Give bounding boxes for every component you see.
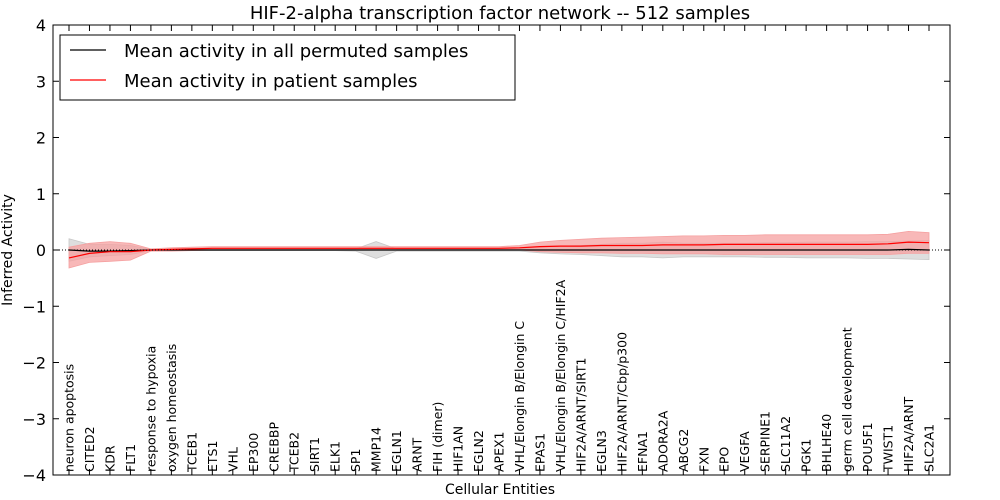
x-axis-label: Cellular Entities (445, 482, 555, 498)
x-tick-label: CREBBP (266, 422, 281, 472)
x-tick-label: FIH (dimer) (430, 402, 445, 472)
legend-label-patient: Mean activity in patient samples (124, 71, 418, 92)
x-tick-label: TCEB1 (184, 432, 199, 473)
x-tick-label: HIF2A/ARNT (901, 396, 916, 472)
x-tick-label: VHL/Elongin B/Elongin C (512, 321, 527, 472)
x-tick-label: KDR (103, 445, 118, 472)
x-tick-label: SP1 (348, 449, 363, 472)
x-tick-label: SLC11A2 (778, 416, 793, 472)
y-tick-label: −4 (22, 466, 46, 485)
x-tick-label: SIRT1 (307, 437, 322, 472)
x-tick-label: ELK1 (328, 441, 343, 472)
y-axis: −4 −3 −2 −1 0 1 2 3 4 (22, 16, 950, 485)
chart-title: HIF-2-alpha transcription factor network… (250, 3, 750, 24)
x-tick-label: EFNA1 (635, 431, 650, 472)
y-tick-label: 4 (36, 16, 46, 35)
x-tick-label: EGLN1 (389, 430, 404, 472)
x-tick-label: neuron apoptosis (62, 364, 77, 472)
y-tick-label: −2 (22, 354, 46, 373)
x-tick-label: CITED2 (82, 426, 97, 472)
x-tick-labels: neuron apoptosis CITED2 KDR FLT1 response to… (62, 25, 937, 475)
x-tick-label: MMP14 (369, 427, 384, 472)
x-tick-label: SERPINE1 (758, 411, 773, 472)
x-tick-label: FXN (696, 447, 711, 472)
x-tick-label: TCEB2 (287, 432, 302, 473)
x-tick-label: response to hypoxia (143, 346, 158, 472)
x-tick-label: HIF1AN (451, 426, 466, 472)
x-tick-label: APEX1 (492, 431, 507, 472)
y-tick-label: 1 (36, 185, 46, 204)
x-tick-label: EGLN3 (594, 430, 609, 472)
y-tick-label: 0 (36, 241, 46, 260)
x-tick-label: germ cell development (840, 327, 855, 472)
x-tick-label: EPO (717, 447, 732, 472)
x-tick-label: EP300 (246, 433, 261, 472)
x-tick-label: BHLHE40 (819, 414, 834, 472)
y-tick-label: 2 (36, 129, 46, 148)
y-tick-label: 3 (36, 72, 46, 91)
x-tick-label: EGLN2 (471, 430, 486, 472)
x-tick-label: VEGFA (737, 431, 752, 472)
plot-frame (52, 24, 951, 476)
line-series-1 (68, 241, 930, 259)
x-tick-label: TWIST1 (881, 425, 896, 473)
x-tick-label: ETS1 (205, 441, 220, 472)
x-tick-label: FLT1 (123, 444, 138, 472)
x-tick-label: ARNT (410, 437, 425, 472)
x-tick-label: VHL (225, 447, 240, 472)
x-tick-label: PGK1 (799, 439, 814, 472)
x-tick-label: oxygen homeostasis (164, 344, 179, 472)
y-axis-label: Inferred Activity (0, 194, 16, 306)
x-tick-label: EPAS1 (533, 433, 548, 472)
x-tick-label: ADORA2A (655, 410, 670, 472)
x-tick-label: VHL/Elongin B/Elongin C/HIF2A (553, 279, 568, 472)
legend-box (59, 34, 516, 101)
legend-label-permuted: Mean activity in all permuted samples (124, 41, 468, 62)
x-tick-label: SLC2A1 (922, 424, 937, 472)
x-tick-label: ABCG2 (676, 429, 691, 472)
y-tick-label: −1 (22, 297, 46, 316)
x-tick-label: HIF2A/ARNT/SIRT1 (573, 358, 588, 472)
legend: Mean activity in all permuted samples Me… (59, 34, 516, 101)
y-tick-label: −3 (22, 410, 46, 429)
x-tick-label: POU5F1 (860, 422, 875, 472)
x-tick-label: HIF2A/ARNT/Cbp/p300 (614, 332, 629, 472)
